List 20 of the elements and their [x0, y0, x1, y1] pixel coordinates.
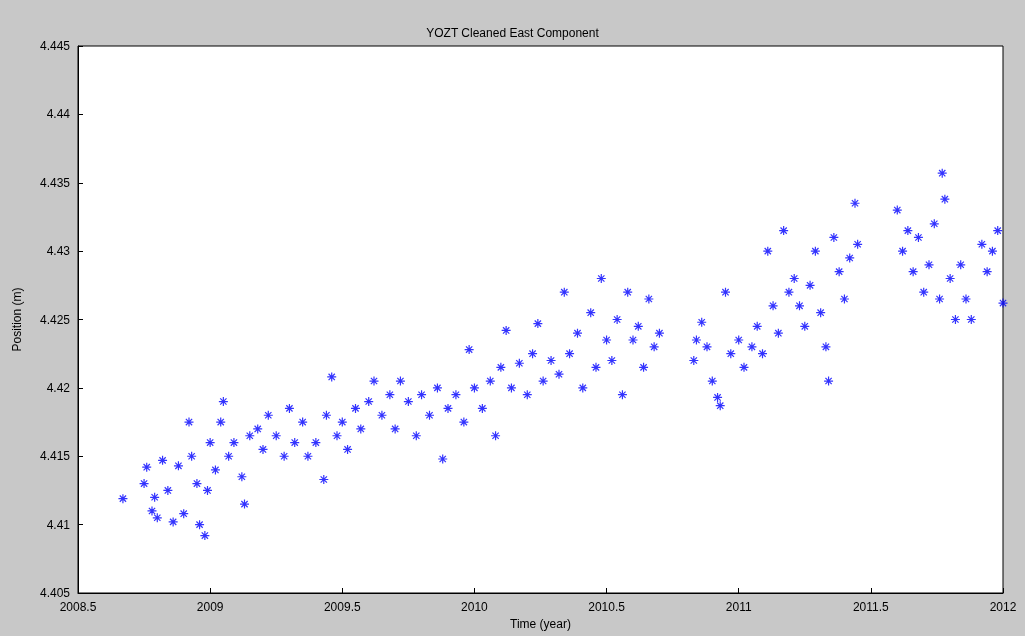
x-tick-label: 2011 [725, 600, 752, 614]
x-axis-title: Time (year) [510, 616, 571, 631]
y-tick-label: 4.41 [46, 517, 71, 532]
x-tick-label: 2012 [989, 600, 1017, 614]
x-tick-label: 2010 [461, 600, 489, 614]
x-tick-label: 2009.5 [323, 600, 361, 614]
y-tick-label: 4.425 [39, 312, 71, 327]
y-tick-label: 4.44 [46, 107, 71, 122]
x-tick-label: 2011.5 [852, 600, 890, 614]
x-tick-label: 2010.5 [588, 600, 626, 614]
y-axis-title: Position (m) [10, 287, 24, 352]
chart-title: YOZT Cleaned East Component [426, 26, 600, 40]
y-tick-label: 4.415 [39, 449, 71, 464]
y-tick-label: 4.435 [39, 175, 71, 190]
y-tick-label: 4.405 [39, 586, 71, 600]
y-tick-label: 4.445 [39, 39, 71, 53]
y-tick-label: 4.42 [46, 380, 71, 395]
x-tick-label: 2008.5 [59, 600, 97, 614]
y-tick-label: 4.43 [46, 244, 71, 259]
x-tick-label: 2009 [196, 600, 224, 614]
